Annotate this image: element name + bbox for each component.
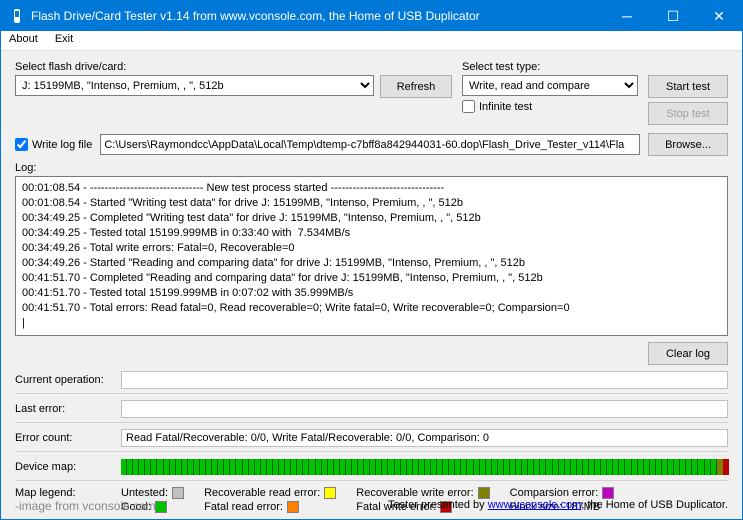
menu-about[interactable]: About: [9, 33, 38, 45]
device-map-label: Device map:: [15, 461, 121, 473]
minimize-button[interactable]: ─: [604, 1, 650, 31]
footer-tagline: Tester presented by www.vconsole.com, th…: [388, 499, 728, 513]
test-type-label: Select test type:: [462, 61, 638, 73]
vconsole-link[interactable]: www.vconsole.com: [488, 499, 582, 511]
clear-log-button[interactable]: Clear log: [648, 342, 728, 365]
device-map: [121, 459, 728, 475]
maximize-button[interactable]: ☐: [650, 1, 696, 31]
browse-button[interactable]: Browse...: [648, 133, 728, 156]
write-log-label: Write log file: [32, 139, 92, 151]
error-count-field: Read Fatal/Recoverable: 0/0, Write Fatal…: [121, 429, 728, 447]
drive-label: Select flash drive/card:: [15, 61, 452, 73]
legend-rre: Recoverable read error:: [204, 487, 320, 499]
refresh-button[interactable]: Refresh: [380, 75, 452, 98]
menu-exit[interactable]: Exit: [55, 33, 73, 45]
start-test-button[interactable]: Start test: [648, 75, 728, 98]
last-error-label: Last error:: [15, 403, 121, 415]
write-log-checkbox[interactable]: [15, 138, 28, 151]
log-path-input[interactable]: [100, 134, 640, 155]
app-icon: [9, 8, 25, 24]
log-textarea[interactable]: 00:01:08.54 - --------------------------…: [15, 176, 728, 336]
titlebar: Flash Drive/Card Tester v1.14 from www.v…: [1, 1, 742, 31]
current-op-field: [121, 371, 728, 389]
last-error-field: [121, 400, 728, 418]
menubar: About Exit: [1, 31, 742, 51]
drive-select[interactable]: J: 15199MB, "Intenso, Premium, , ", 512b: [15, 75, 374, 96]
legend-comp: Comparsion error:: [510, 487, 599, 499]
infinite-label: Infinite test: [479, 101, 532, 113]
close-button[interactable]: ✕: [696, 1, 742, 31]
test-type-select[interactable]: Write, read and compare: [462, 75, 638, 96]
current-op-label: Current operation:: [15, 374, 121, 386]
image-credit: -image from vconsole.com: [15, 499, 156, 513]
log-label: Log:: [15, 162, 728, 174]
stop-test-button[interactable]: Stop test: [648, 102, 728, 125]
window-title: Flash Drive/Card Tester v1.14 from www.v…: [31, 9, 604, 23]
legend-rwe: Recoverable write error:: [356, 487, 473, 499]
error-count-label: Error count:: [15, 432, 121, 444]
infinite-checkbox[interactable]: [462, 100, 475, 113]
legend-untested: Untested:: [121, 487, 168, 499]
